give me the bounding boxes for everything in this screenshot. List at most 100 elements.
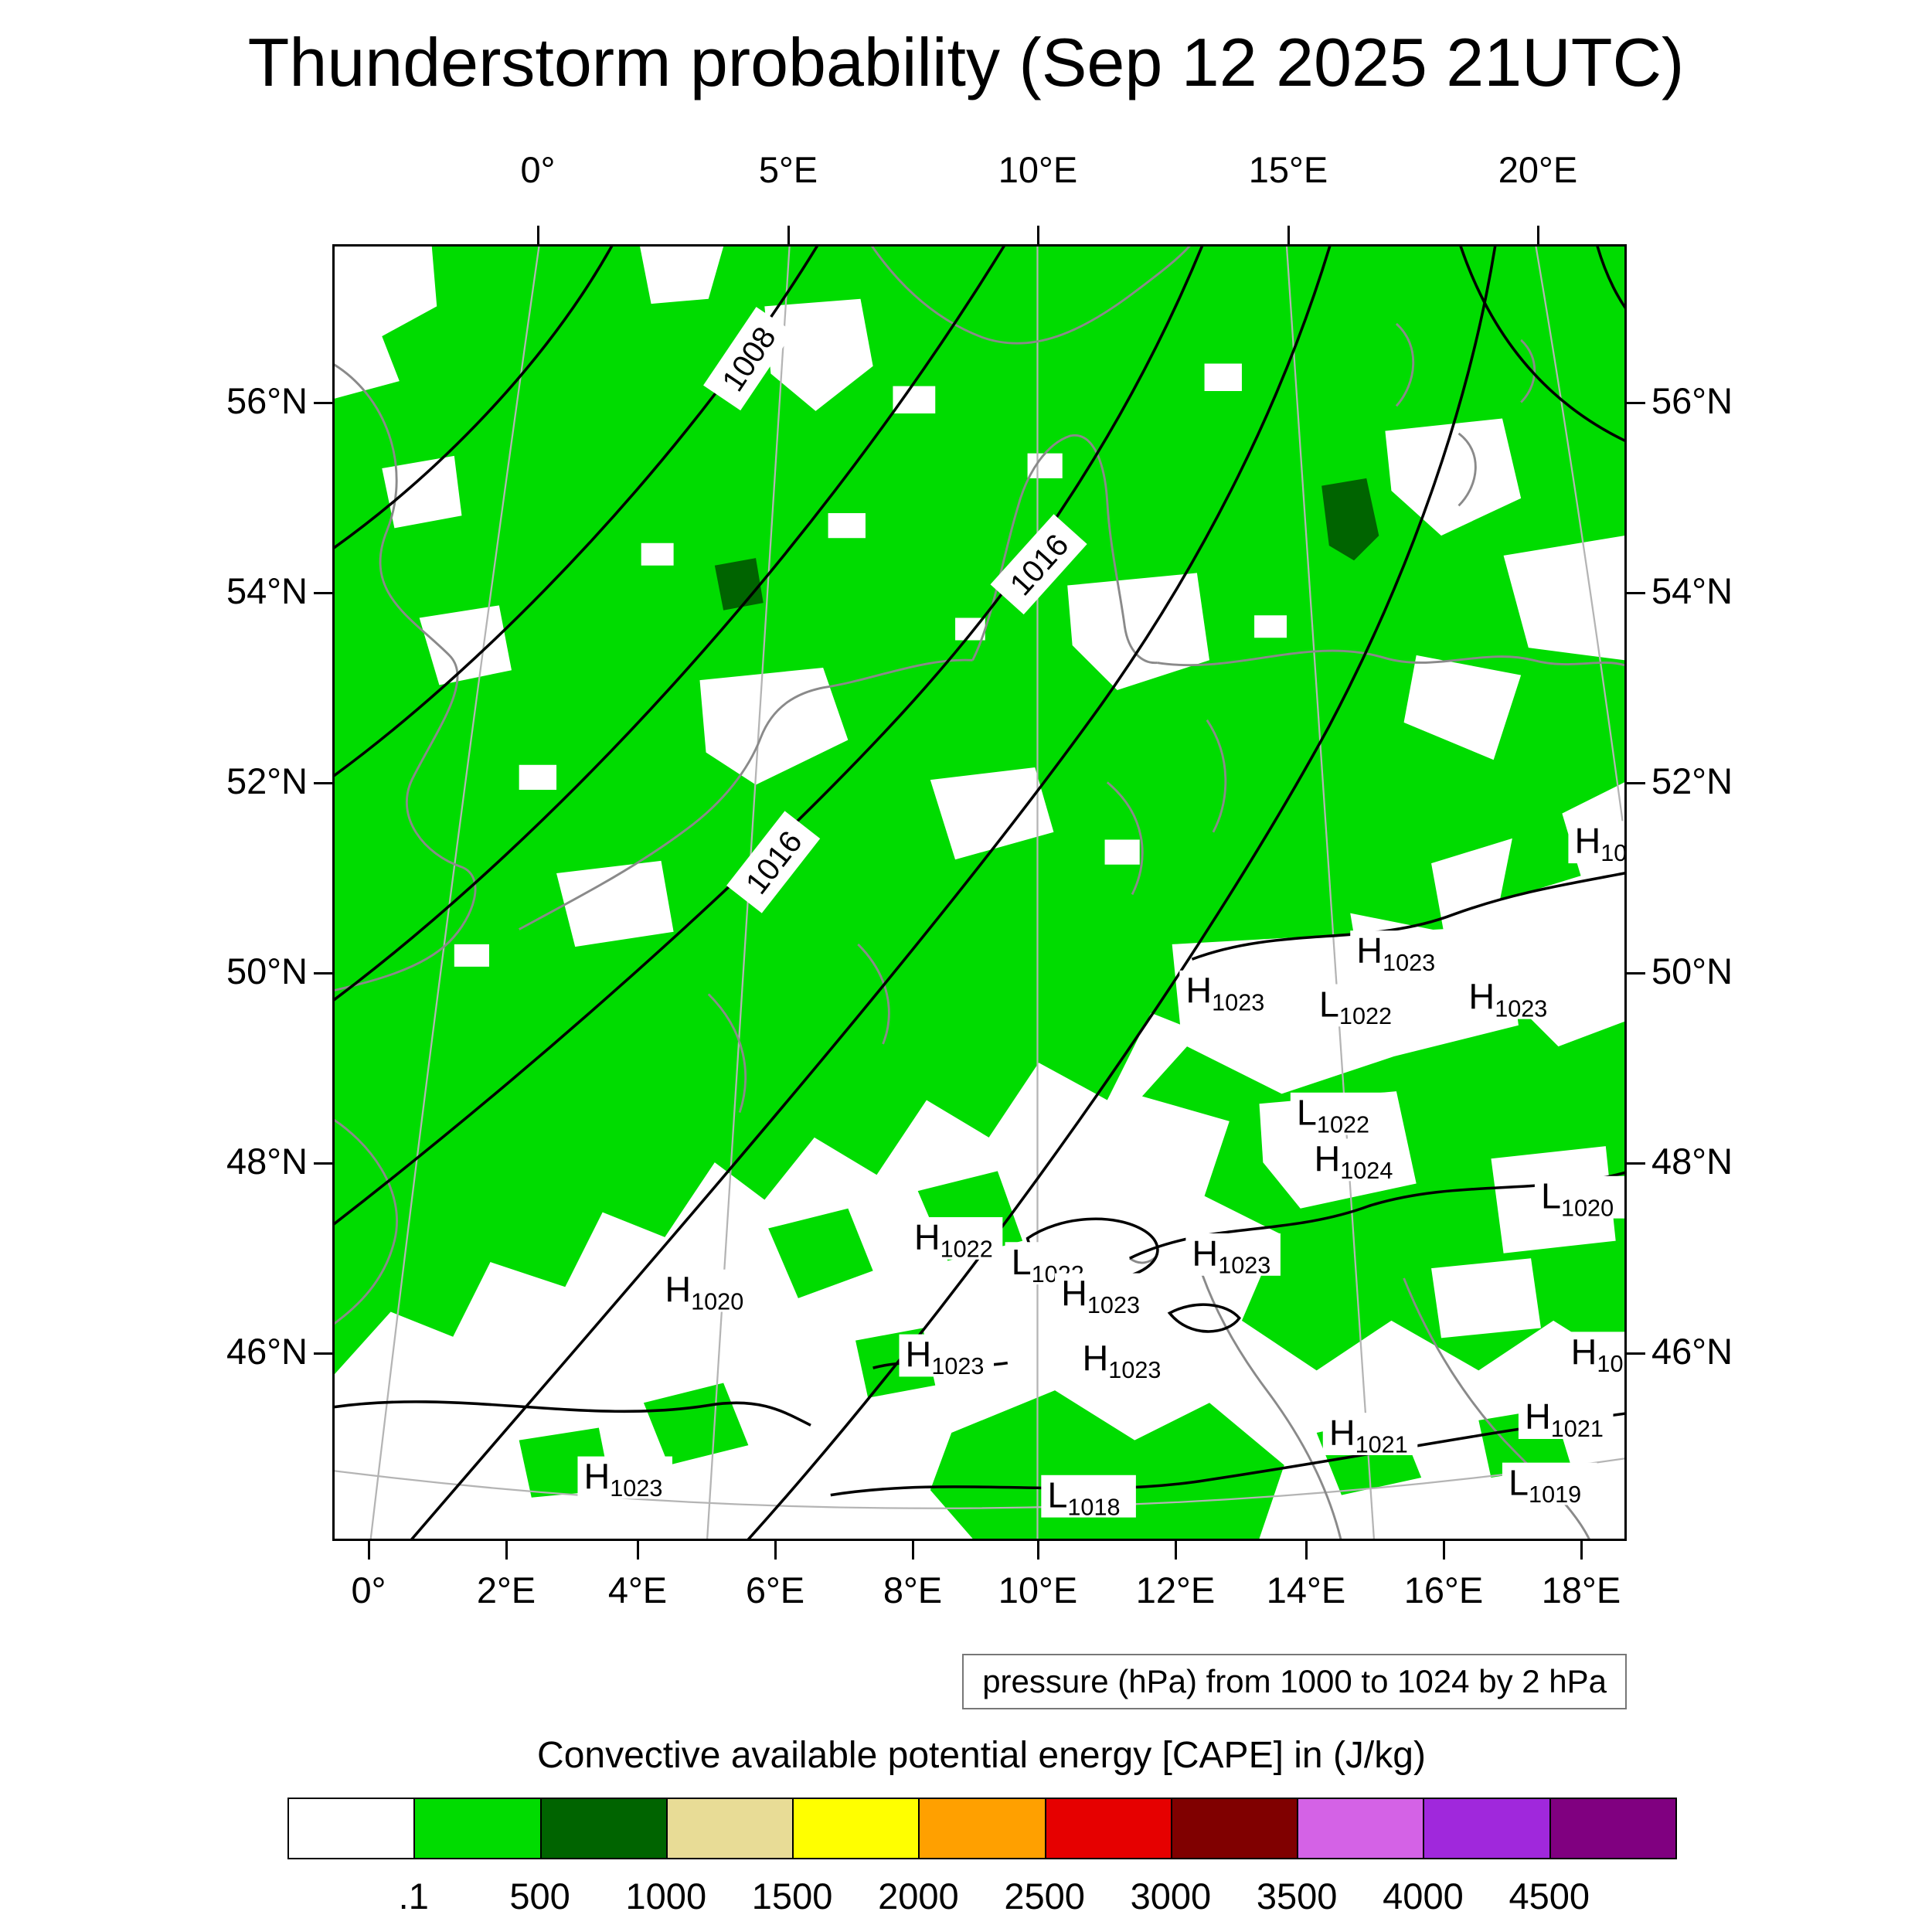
- lat-label-right: 46°N: [1651, 1331, 1733, 1372]
- lat-label-left: 52°N: [226, 760, 308, 801]
- coast-baltic-islands: [1395, 322, 1536, 507]
- axis-tick-left: [314, 781, 332, 784]
- lon-label-bottom: 16°E: [1403, 1570, 1484, 1611]
- pressure-center-l-1022: L1022: [1312, 984, 1408, 1029]
- colorbar-tick-label: 500: [509, 1876, 570, 1917]
- pressure-contours: [335, 247, 1624, 1539]
- colorbar-cell: [1044, 1798, 1172, 1859]
- lon-label-bottom: 6°E: [745, 1570, 805, 1611]
- lat-label-right: 52°N: [1651, 760, 1733, 801]
- pressure-center-h-1023: H1023: [577, 1457, 673, 1502]
- axis-tick-bottom: [1580, 1541, 1583, 1560]
- colorbar-cell: [413, 1798, 542, 1859]
- axis-tick-right: [1627, 781, 1645, 784]
- pressure-center-l-1019: L1019: [1502, 1463, 1597, 1509]
- axis-tick-right: [1627, 1352, 1645, 1355]
- pressure-center-h-1023: H1023: [1568, 821, 1624, 866]
- lat-label-right: 54°N: [1651, 570, 1733, 611]
- meridian-0E: [369, 247, 540, 1539]
- axis-tick-right: [1627, 1162, 1645, 1165]
- lon-label-bottom: 4°E: [607, 1570, 668, 1611]
- coastlines: [335, 247, 1624, 1539]
- coast-adriatic: [1403, 1277, 1590, 1539]
- lat-label-left: 54°N: [226, 570, 308, 611]
- cape-patch: [643, 1383, 749, 1465]
- axis-tick-left: [314, 401, 332, 404]
- colorbar-cell: [665, 1798, 794, 1859]
- lon-label-top: 5°E: [758, 149, 818, 190]
- lon-label-top: 20°E: [1498, 149, 1578, 190]
- axis-tick-bottom: [367, 1541, 370, 1560]
- pressure-center-h-1021: H1021: [1322, 1413, 1418, 1458]
- cape-patch: [768, 1208, 873, 1298]
- pressure-center-l-1018: L1018: [1041, 1475, 1136, 1520]
- coast-italy-west: [1191, 1240, 1342, 1539]
- lat-label-right: 50°N: [1651, 951, 1733, 992]
- coast-northsea: [518, 658, 973, 930]
- page-title: Thunderstorm probability (Sep 12 2025 21…: [247, 24, 1685, 100]
- cape-region-strong: [714, 558, 764, 611]
- lat-label-left: 56°N: [226, 380, 308, 421]
- pressure-center-h-1020: H1020: [658, 1270, 753, 1315]
- lat-label-right: 48°N: [1651, 1141, 1733, 1182]
- colorbar-tick-label: 3500: [1256, 1876, 1338, 1917]
- axis-tick-top: [1036, 226, 1039, 244]
- meridian-15E: [1285, 247, 1376, 1539]
- pressure-center-l-1022: L1022: [1290, 1093, 1386, 1138]
- pressure-center-h-1023: H1023: [899, 1334, 995, 1379]
- meridian-20E: [1535, 247, 1624, 842]
- lon-label-bottom: 12°E: [1135, 1570, 1216, 1611]
- svg-text:L1019: L1019: [1509, 1463, 1581, 1509]
- axis-tick-left: [314, 971, 332, 975]
- coast-britain: [335, 363, 477, 992]
- pressure-center-labels: H1023H1023H1023L1022H1023L1022H1024L1020…: [577, 821, 1624, 1520]
- lon-label-top: 15°E: [1248, 149, 1328, 190]
- coast-france-west: [335, 1118, 399, 1325]
- axis-tick-bottom: [1036, 1541, 1039, 1560]
- axis-tick-right: [1627, 971, 1645, 975]
- pressure-center-h-1022: H1022: [907, 1217, 1003, 1263]
- lon-label-top: 0°: [520, 149, 556, 190]
- lat-label-left: 48°N: [226, 1141, 308, 1182]
- colorbar-title: Convective available potential energy [C…: [537, 1735, 1426, 1776]
- axis-tick-left: [314, 1162, 332, 1165]
- colorbar-tick-label: .1: [398, 1876, 429, 1917]
- lon-label-bottom: 8°E: [883, 1570, 943, 1611]
- pressure-center-h-1021: H1021: [1518, 1396, 1614, 1442]
- colorbar-cell: [287, 1798, 416, 1859]
- lat-label-left: 50°N: [226, 951, 308, 992]
- colorbar-cell: [1423, 1798, 1551, 1859]
- cape-region-strong: [1321, 478, 1379, 561]
- axis-tick-right: [1627, 401, 1645, 404]
- pressure-center-h-1024: H1024: [1308, 1138, 1403, 1184]
- axis-tick-bottom: [1304, 1541, 1308, 1560]
- colorbar-tick-label: 3000: [1130, 1876, 1212, 1917]
- colorbar-cell: [918, 1798, 1046, 1859]
- coast-jutland: [971, 434, 1158, 664]
- colorbar-cell: [1170, 1798, 1299, 1859]
- colorbar-tick-label: 4000: [1383, 1876, 1464, 1917]
- axis-tick-top: [1536, 226, 1539, 244]
- colorbar-cell: [1297, 1798, 1425, 1859]
- colorbar-tick-label: 1000: [625, 1876, 707, 1917]
- colorbar-tick-label: 4500: [1509, 1876, 1590, 1917]
- colorbar-cell: [1549, 1798, 1677, 1859]
- lon-label-bottom: 18°E: [1541, 1570, 1621, 1611]
- pressure-caption: pressure (hPa) from 1000 to 1024 by 2 hP…: [962, 1654, 1627, 1709]
- pressure-center-h-1023: H1023: [1076, 1338, 1172, 1383]
- lon-label-bottom: 2°E: [476, 1570, 536, 1611]
- rivers: [707, 719, 1227, 1114]
- lon-label-bottom: 0°: [351, 1570, 386, 1611]
- axis-tick-bottom: [774, 1541, 777, 1560]
- axis-tick-left: [314, 591, 332, 594]
- axis-tick-left: [314, 1352, 332, 1355]
- axis-tick-bottom: [1174, 1541, 1177, 1560]
- axis-tick-top: [536, 226, 539, 244]
- pressure-center-h-1023: H1023: [1350, 930, 1445, 976]
- coast-norway: [870, 247, 1191, 345]
- axis-tick-top: [787, 226, 790, 244]
- pressure-center-h-1023: H1023: [1055, 1273, 1150, 1318]
- colorbar-tick-label: 2500: [1004, 1876, 1085, 1917]
